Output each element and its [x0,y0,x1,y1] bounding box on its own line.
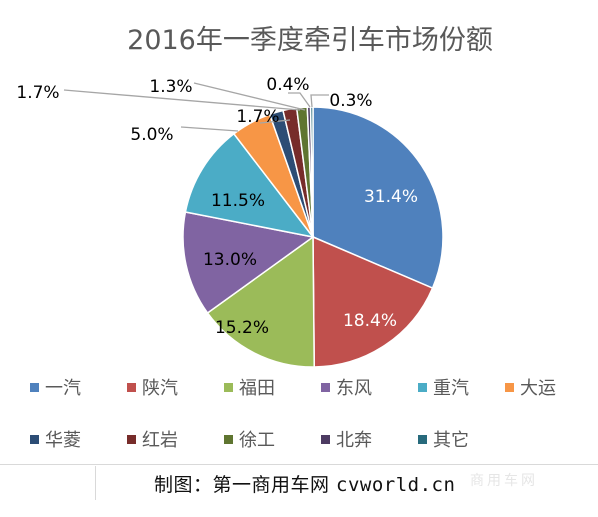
caption-bar [0,464,598,505]
leader-line-10 [288,92,311,108]
leader-line-11 [310,94,329,108]
legend-swatch-8 [127,435,136,444]
data-label-8: 1.7% [16,83,59,103]
leader-line-9 [193,82,306,111]
pie-slice-4 [182,211,315,315]
caption-site: cvworld.cn [336,474,456,496]
legend-swatch-3 [224,383,233,392]
legend-swatch-5 [418,383,427,392]
legend-label-4: 东风 [336,378,372,399]
legend-label-9: 徐工 [239,430,275,451]
chart-title: 2016年一季度牵引车市场份额 [127,25,493,56]
legend-swatch-2 [127,383,136,392]
legend-label-3: 福田 [239,378,275,399]
caption-divider [95,466,96,500]
leader-line-6 [180,126,239,132]
legend-swatch-1 [30,383,39,392]
legend-label-5: 重汽 [433,378,469,399]
source-caption: 制图：第一商用车网 cvworld.cn [154,470,455,497]
pie-slice-2 [312,235,434,368]
legend-swatch-6 [505,383,514,392]
pie-slices [182,106,444,368]
legend-label-10: 北奔 [336,430,372,451]
data-label-10: 0.4% [266,75,309,95]
data-labels: 31.4% 18.4% 15.2% 13.0% 11.5% 5.0% 1.7% 1.7% 1.3… [16,75,418,338]
pie-slice-5 [184,132,315,239]
legend-label-7: 华菱 [45,430,81,451]
data-label-3: 15.2% [215,318,269,338]
leader-lines [63,82,329,132]
caption-prefix: 制图：第一商用车网 [154,474,337,496]
legend-swatch-7 [30,435,39,444]
legend-swatch-10 [321,435,330,444]
legend-swatch-11 [418,435,427,444]
data-label-2: 18.4% [343,311,397,331]
data-label-5: 11.5% [211,191,265,211]
legend-label-6: 大运 [520,378,556,399]
legend-label-11: 其它 [433,430,469,451]
data-label-11: 0.3% [329,91,372,111]
data-label-6: 5.0% [130,125,173,145]
data-label-7: 1.7% [236,107,279,127]
legend-label-1: 一汽 [45,378,81,399]
data-label-9: 1.3% [149,77,192,97]
leader-line-8 [63,89,301,111]
legend-swatch-4 [321,383,330,392]
legend-swatch-9 [224,435,233,444]
pie-slice-3 [206,235,315,368]
leader-line-7 [259,119,291,124]
data-label-4: 13.0% [203,250,257,270]
watermark: 商用车网 [470,473,538,489]
legend-label-2: 陕汽 [142,378,178,399]
pie-slice-1 [312,106,444,290]
legend-label-8: 红岩 [142,430,178,451]
data-label-1: 31.4% [364,187,418,207]
